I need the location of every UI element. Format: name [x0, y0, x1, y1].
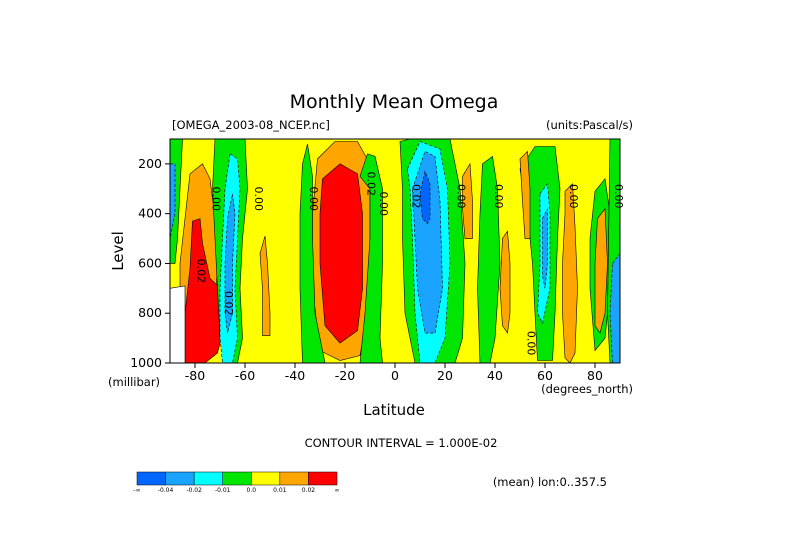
contour-region-23 [519, 150, 531, 239]
contour-region-4 [169, 285, 186, 364]
contour-regions [169, 138, 621, 364]
contour-label: 0.00 [210, 186, 223, 211]
contour-label: 0.00 [377, 191, 390, 216]
contour-region-15 [412, 150, 443, 334]
contour-region-17 [462, 162, 473, 239]
contour-label: 0.00 [492, 184, 505, 209]
contour-region-10 [319, 163, 363, 344]
contour-label: 0.02 [195, 259, 208, 284]
x-tick-label: 60 [537, 368, 553, 383]
contour-region-12 [359, 153, 383, 364]
colorbar-swatch [251, 471, 281, 486]
contour-label: 0.00 [525, 331, 538, 356]
colorbar-label: 0.0 [247, 487, 257, 494]
contour-region-18 [477, 155, 501, 364]
colorbar-label: -0.04 [158, 487, 174, 494]
y-tick-label: 200 [138, 156, 162, 171]
y-axis-unit: (millibar) [108, 375, 160, 389]
y-tick-label: 1000 [130, 355, 162, 370]
mean-note: (mean) lon:0..357.5 [493, 475, 607, 489]
contour-region-19 [499, 230, 511, 334]
x-tick-label: -20 [335, 368, 355, 383]
contour-label: 0.02 [222, 291, 235, 316]
colorbar-label: ∞ [335, 487, 340, 494]
x-axis-ticks: -80 -60 -40 -20 0 20 40 60 80 [185, 363, 603, 383]
contour-region-22 [542, 208, 548, 289]
contour-label: 0.00 [252, 186, 265, 211]
contour-label: 0.00 [612, 184, 625, 209]
colorbar-swatch [222, 471, 252, 486]
y-tick-label: 800 [138, 305, 162, 320]
colorbar-label: -0.01 [215, 487, 231, 494]
contour-label: 0.02 [365, 172, 378, 197]
contour-label: 0.02 [410, 184, 423, 209]
y-axis-title: Level [109, 231, 127, 271]
colorbar-swatch [165, 471, 195, 486]
x-tick-label: -80 [185, 368, 205, 383]
colorbar-label: -∞ [133, 487, 140, 494]
chart-title: Monthly Mean Omega [290, 91, 499, 113]
colorbar-label: 0.02 [302, 487, 316, 494]
contour-label: 0.00 [455, 184, 468, 209]
colorbar-swatch [279, 471, 309, 486]
x-tick-label: 80 [587, 368, 603, 383]
x-tick-label: -60 [235, 368, 255, 383]
contour-region-11 [299, 143, 326, 364]
colorbar-label: 0.01 [273, 487, 287, 494]
x-tick-label: 20 [437, 368, 453, 383]
colorbar-swatch [308, 471, 338, 486]
contour-region-26 [594, 207, 608, 334]
contour-region-7 [224, 193, 236, 334]
units-label: (units:Pascal/s) [546, 118, 633, 132]
y-tick-label: 400 [138, 206, 162, 221]
x-axis-unit: (degrees_north) [541, 382, 633, 396]
source-file-label: [OMEGA_2003-08_NCEP.nc] [172, 118, 330, 132]
x-axis-title: Latitude [363, 401, 425, 419]
contour-label: 0.00 [307, 186, 320, 211]
colorbar-label: -0.02 [186, 487, 202, 494]
contour-region-8 [259, 236, 271, 336]
y-tick-label: 600 [138, 255, 162, 270]
contour-interval-text: CONTOUR INTERVAL = 1.000E-02 [305, 436, 498, 450]
colorbar-swatch [136, 471, 166, 486]
contour-region-16 [419, 170, 431, 225]
x-tick-label: 40 [487, 368, 503, 383]
contour-labels: 0.00 0.00 0.000.020.00 0.02 0.00 0.00 0.00 0.00… [195, 172, 626, 356]
colorbar: -∞ -0.04 -0.02 -0.01 0.0 0.01 0.02 ∞ [133, 471, 340, 494]
x-tick-label: -40 [285, 368, 305, 383]
x-tick-label: 0 [391, 368, 399, 383]
contour-label: 0.00 [567, 184, 580, 209]
plot-area: 0.00 0.00 0.000.020.00 0.02 0.00 0.00 0.00 0.00… [169, 138, 626, 364]
y-axis-ticks: 200 400 600 800 1000 [130, 156, 170, 370]
colorbar-swatch [193, 471, 223, 486]
